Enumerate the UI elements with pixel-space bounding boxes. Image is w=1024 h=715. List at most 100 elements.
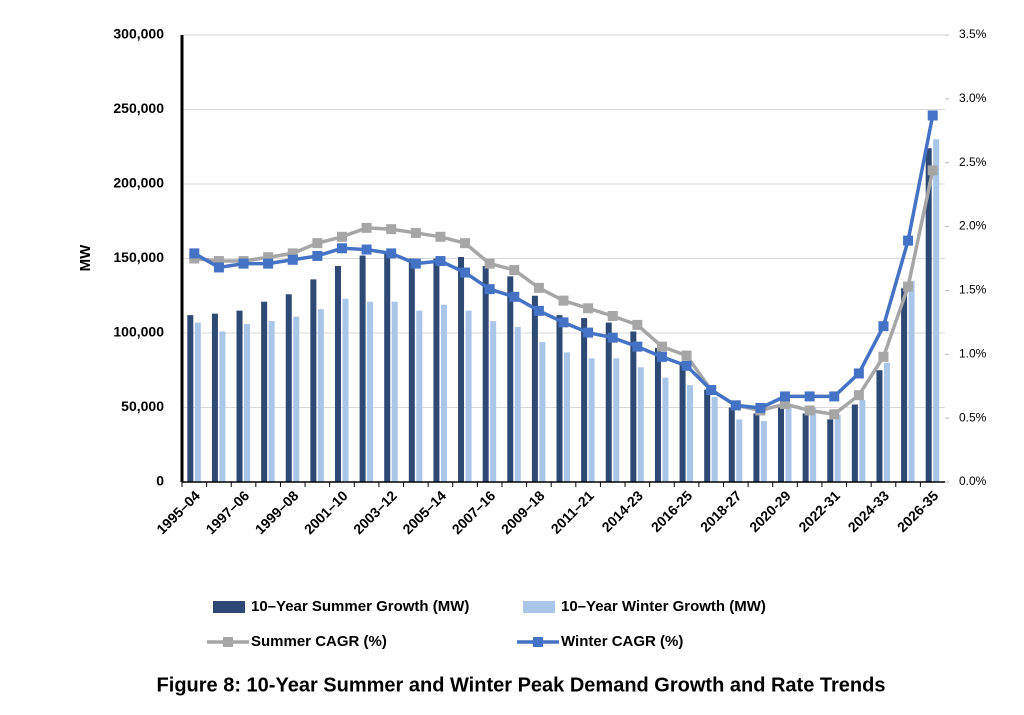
marker bbox=[287, 248, 298, 259]
marker bbox=[853, 390, 864, 401]
bar bbox=[556, 315, 563, 482]
marker bbox=[287, 254, 298, 265]
bar bbox=[342, 298, 349, 482]
bar bbox=[310, 279, 317, 482]
y-tick-label: 250,000 bbox=[113, 100, 164, 116]
bar bbox=[458, 257, 465, 482]
marker bbox=[533, 282, 544, 293]
bar bbox=[219, 331, 226, 482]
marker bbox=[656, 351, 667, 362]
marker bbox=[927, 165, 938, 176]
legend-label: Summer CAGR (%) bbox=[251, 633, 387, 650]
marker bbox=[656, 341, 667, 352]
x-tick-label: 2024-33 bbox=[845, 487, 893, 535]
bar bbox=[465, 310, 472, 482]
marker bbox=[509, 291, 520, 302]
marker bbox=[903, 235, 914, 246]
marker bbox=[410, 227, 421, 238]
bar bbox=[391, 301, 398, 482]
x-tick-label: 1999–08 bbox=[252, 487, 302, 537]
y-tick-label: 100,000 bbox=[113, 324, 164, 340]
x-tick-label: 2014-23 bbox=[598, 487, 646, 535]
bar bbox=[605, 322, 612, 482]
legend-marker bbox=[223, 637, 233, 647]
y-tick-label: 50,000 bbox=[121, 398, 164, 414]
bar bbox=[883, 362, 890, 482]
marker bbox=[361, 244, 372, 255]
bar bbox=[810, 407, 817, 482]
bar bbox=[785, 404, 792, 482]
marker bbox=[681, 350, 692, 361]
x-tick-label: 2018-27 bbox=[697, 487, 745, 535]
bar bbox=[711, 397, 718, 482]
x-tick-label: 2020-29 bbox=[746, 487, 794, 535]
legend-label: 10–Year Summer Growth (MW) bbox=[251, 598, 469, 615]
bar bbox=[827, 419, 834, 482]
marker bbox=[386, 248, 397, 259]
marker bbox=[312, 238, 323, 249]
marker bbox=[780, 399, 791, 410]
bar bbox=[236, 310, 243, 482]
x-tick-label: 1995–04 bbox=[153, 487, 203, 537]
marker bbox=[927, 110, 938, 121]
marker bbox=[755, 402, 766, 413]
bar bbox=[613, 358, 620, 482]
marker bbox=[878, 321, 889, 332]
bar bbox=[933, 139, 940, 483]
marker bbox=[558, 317, 569, 328]
marker bbox=[583, 327, 594, 338]
marker bbox=[804, 405, 815, 416]
bar bbox=[662, 377, 669, 482]
marker bbox=[238, 258, 249, 269]
legend-marker bbox=[533, 637, 543, 647]
bar bbox=[760, 420, 767, 482]
bar bbox=[802, 413, 809, 482]
y2-tick-label: 2.0% bbox=[959, 219, 987, 233]
marker bbox=[336, 231, 347, 242]
marker bbox=[484, 284, 495, 295]
bar bbox=[637, 367, 644, 482]
y-axis-label: MW bbox=[77, 244, 94, 271]
marker bbox=[829, 391, 840, 402]
marker bbox=[213, 256, 224, 267]
marker bbox=[903, 281, 914, 292]
marker bbox=[533, 305, 544, 316]
marker bbox=[435, 231, 446, 242]
bar bbox=[408, 258, 415, 482]
marker bbox=[336, 243, 347, 254]
marker bbox=[460, 238, 471, 249]
bar bbox=[359, 255, 366, 482]
x-tick-label: 2001–10 bbox=[301, 487, 351, 537]
bar bbox=[588, 358, 595, 482]
y2-tick-label: 1.5% bbox=[959, 283, 987, 297]
bar bbox=[859, 400, 866, 482]
marker bbox=[632, 319, 643, 330]
marker bbox=[829, 409, 840, 420]
marker bbox=[558, 295, 569, 306]
bar bbox=[482, 265, 489, 482]
bar bbox=[901, 288, 908, 482]
y-tick-label: 200,000 bbox=[113, 175, 164, 191]
marker bbox=[607, 332, 618, 343]
bar bbox=[514, 327, 521, 482]
marker bbox=[509, 264, 520, 275]
y-tick-label: 150,000 bbox=[113, 249, 164, 265]
marker bbox=[410, 258, 421, 269]
bar bbox=[778, 407, 785, 482]
bar bbox=[317, 309, 324, 482]
caption: Figure 8: 10-Year Summer and Winter Peak… bbox=[157, 674, 886, 696]
bar bbox=[194, 322, 201, 482]
bar bbox=[876, 370, 883, 482]
bar bbox=[285, 294, 292, 482]
marker bbox=[607, 310, 618, 321]
bar bbox=[834, 414, 841, 482]
marker bbox=[460, 267, 471, 278]
line bbox=[193, 115, 935, 410]
bar bbox=[507, 276, 514, 482]
x-tick-label: 1997–06 bbox=[202, 487, 252, 537]
bar bbox=[687, 385, 694, 482]
bar bbox=[211, 313, 218, 482]
marker bbox=[189, 248, 200, 259]
x-tick-label: 2003–12 bbox=[350, 487, 400, 537]
bar bbox=[531, 295, 538, 482]
